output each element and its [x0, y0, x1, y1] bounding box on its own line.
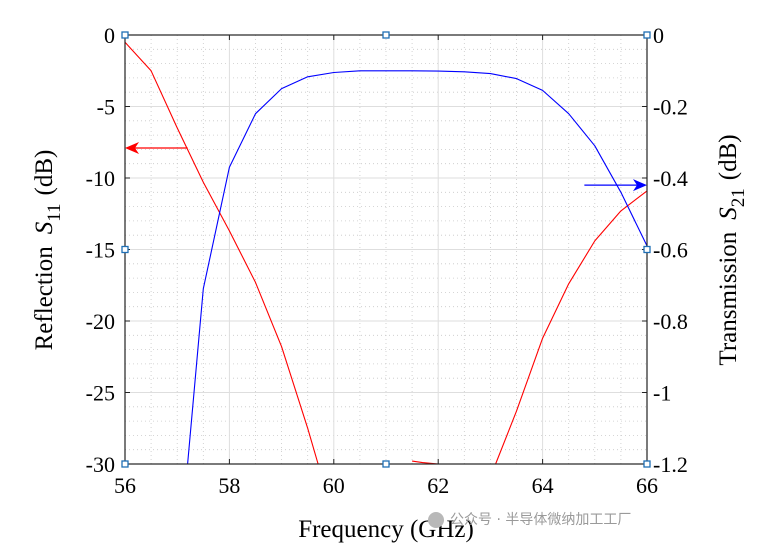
right-y-tick-label: -0.4 — [653, 166, 688, 191]
left-y-tick-labels: 0 -5 -10 -15 -20 -25 -30 — [86, 23, 115, 477]
left-y-title-subscript: 11 — [44, 203, 65, 221]
left-y-tick-label: -5 — [97, 95, 115, 120]
axis-square-marker — [382, 460, 390, 468]
left-y-tick-label: -15 — [86, 238, 115, 263]
watermark-text: 公众号 · 半导体微纳加工工厂 — [450, 512, 632, 528]
x-tick-label: 58 — [218, 473, 240, 498]
axis-square-marker — [643, 245, 651, 254]
x-tick-label: 64 — [532, 473, 554, 498]
marker-layer — [121, 31, 651, 468]
series-line-s11 — [495, 190, 648, 465]
right-y-title-symbol: S — [715, 207, 742, 220]
x-tick-label: 60 — [323, 473, 345, 498]
right-y-title-subscript: 21 — [728, 188, 749, 207]
left-y-tick-label: -10 — [86, 166, 115, 191]
left-y-title-main: Reflection — [31, 246, 58, 351]
right-y-title-unit: (dB) — [715, 134, 742, 180]
right-y-title-main: Transmission — [715, 231, 742, 365]
left-y-axis-title: Reflection S11 (dB) — [31, 150, 65, 351]
axis-square-marker — [643, 31, 651, 39]
right-y-tick-label: -0.2 — [653, 95, 688, 120]
axis-square-marker — [121, 31, 129, 39]
x-tick-labels: 56 58 60 62 64 66 — [114, 473, 658, 498]
left-y-title-unit: (dB) — [31, 150, 58, 196]
annotation-arrow-head — [125, 141, 139, 154]
axis-square-marker — [121, 245, 129, 254]
left-y-title-symbol: S — [31, 221, 58, 234]
series-layer — [124, 41, 648, 465]
right-y-tick-label: -0.6 — [653, 238, 688, 263]
right-y-tick-labels: 0 -0.2 -0.4 -0.6 -0.8 -1 -1.2 — [653, 23, 688, 477]
axis-square-marker — [382, 31, 390, 39]
series-line-s21 — [187, 70, 648, 465]
left-y-tick-label: -30 — [86, 452, 115, 477]
left-y-tick-label: -25 — [86, 381, 115, 406]
left-y-tick-label: -20 — [86, 309, 115, 334]
left-y-tick-label: 0 — [104, 23, 115, 48]
axis-square-marker — [643, 460, 651, 468]
series-line-s11 — [124, 41, 319, 465]
right-y-axis-title: Transmission S21 (dB) — [715, 134, 749, 365]
right-y-tick-label: 0 — [653, 23, 664, 48]
x-tick-label: 56 — [114, 473, 136, 498]
arrow-layer — [125, 141, 647, 192]
x-tick-label: 66 — [636, 473, 658, 498]
right-y-tick-label: -1 — [653, 381, 671, 406]
axis-square-marker — [121, 460, 129, 468]
wechat-icon — [428, 512, 444, 528]
right-y-tick-label: -1.2 — [653, 452, 688, 477]
x-axis-title: Frequency (GHz) — [298, 516, 474, 543]
minor-grid — [125, 35, 647, 464]
annotation-arrow-head — [633, 179, 647, 192]
right-y-tick-label: -0.8 — [653, 309, 688, 334]
x-tick-label: 62 — [427, 473, 449, 498]
watermark: 公众号 · 半导体微纳加工工厂 — [428, 509, 631, 529]
